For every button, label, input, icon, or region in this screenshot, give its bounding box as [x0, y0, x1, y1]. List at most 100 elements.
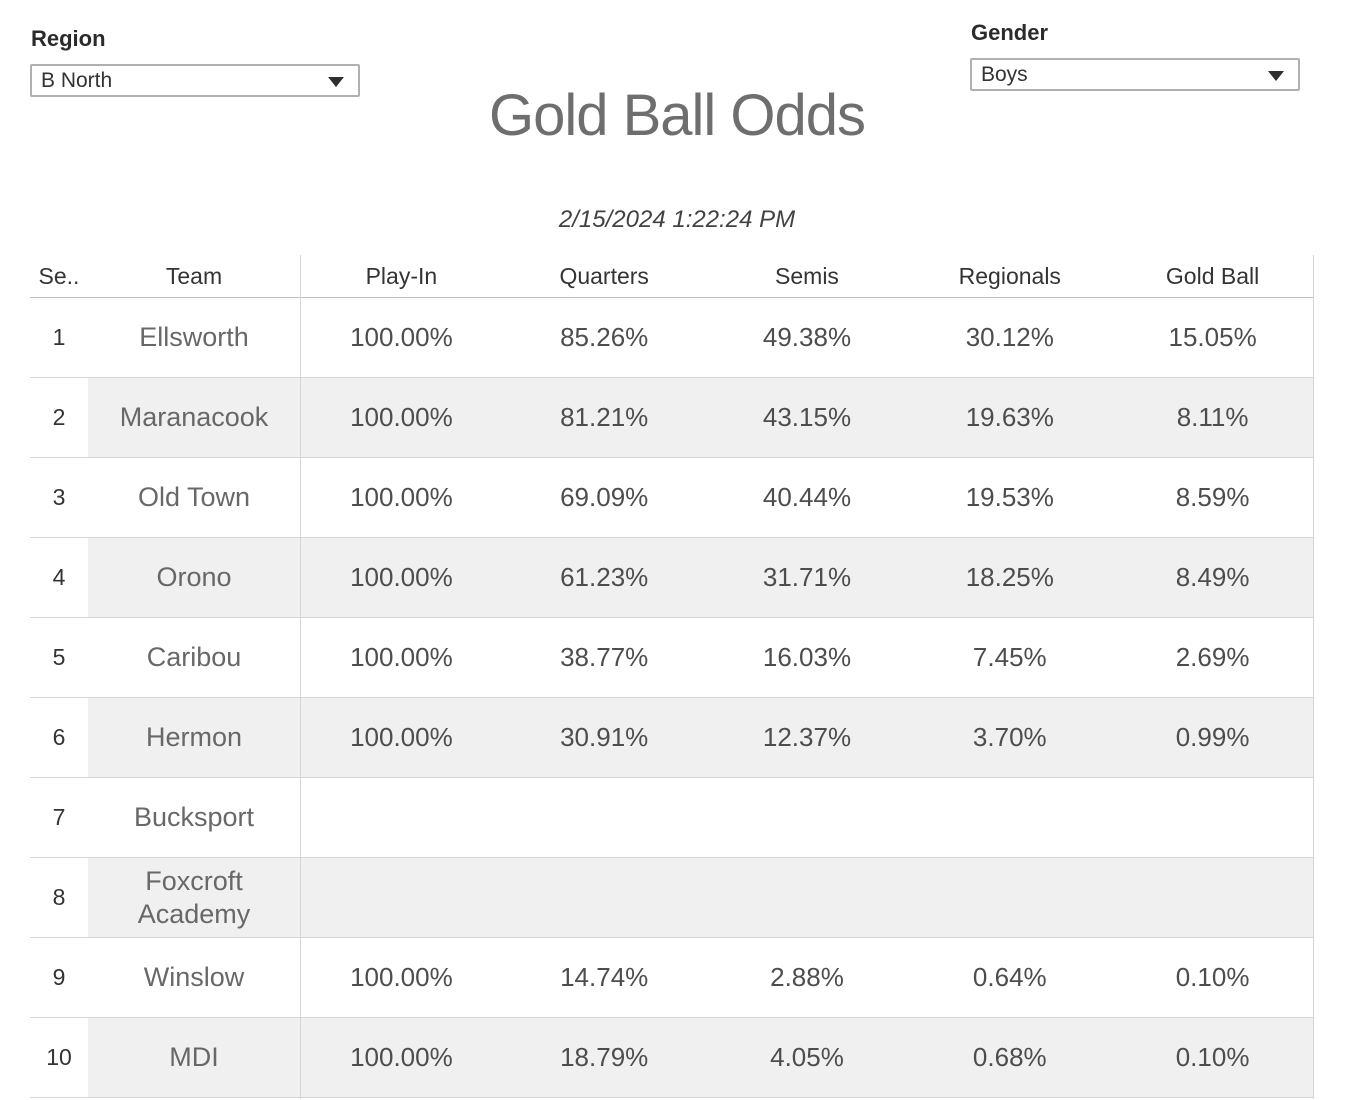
playin-cell: 100.00%: [350, 482, 453, 512]
team-name: Caribou: [146, 642, 242, 673]
team-cell: Hermon: [88, 698, 300, 777]
team-cell: Foxcroft Academy: [88, 858, 300, 937]
quarters-cell: 85.26%: [560, 322, 649, 352]
page-title: Gold Ball Odds: [488, 83, 866, 148]
caret-down-icon: [1268, 70, 1284, 81]
table-row: 7 Bucksport: [30, 778, 1314, 858]
seed-cell: 1: [52, 324, 66, 350]
playin-cell: 100.00%: [350, 722, 453, 752]
seed-cell: 7: [52, 804, 66, 830]
semis-cell: 31.71%: [762, 562, 852, 592]
regionals-cell: 19.53%: [965, 482, 1054, 512]
table-row: 4 Orono 100.00% 61.23% 31.71% 18.25% 8.4…: [30, 538, 1314, 618]
quarters-cell: 38.77%: [560, 642, 649, 672]
team-name: Foxcroft Academy: [137, 866, 251, 929]
team-cell: Caribou: [88, 618, 300, 697]
quarters-cell: [503, 778, 706, 857]
team-name: Orono: [156, 562, 232, 593]
goldball-cell: 0.99%: [1175, 722, 1250, 752]
table-row: 5 Caribou 100.00% 38.77% 16.03% 7.45% 2.…: [30, 618, 1314, 698]
semis-cell: [706, 778, 909, 857]
team-cell: Maranacook: [88, 378, 300, 457]
seed-cell: 9: [52, 964, 66, 990]
regionals-cell: 7.45%: [972, 642, 1047, 672]
team-name: MDI: [169, 1042, 219, 1073]
quarters-cell: 18.79%: [560, 1042, 649, 1072]
regionals-cell: 0.64%: [972, 962, 1047, 992]
column-header-quarters: Quarters: [559, 262, 649, 289]
playin-cell: 100.00%: [350, 1042, 453, 1072]
column-header-goldball: Gold Ball: [1165, 262, 1260, 289]
region-filter-label: Region: [31, 26, 106, 51]
column-header-team: Team: [165, 262, 223, 289]
semis-cell: 4.05%: [770, 1042, 844, 1072]
quarters-cell: 14.74%: [560, 962, 649, 992]
table-row: 9 Winslow 100.00% 14.74% 2.88% 0.64% 0.1…: [30, 938, 1314, 1018]
gender-filter-label: Gender: [971, 20, 1049, 45]
regionals-cell: 30.12%: [965, 322, 1054, 352]
goldball-cell: [1111, 858, 1314, 937]
seed-cell: 4: [52, 564, 66, 590]
seed-cell: 10: [46, 1044, 72, 1070]
playin-cell: 100.00%: [350, 402, 453, 432]
semis-cell: 16.03%: [762, 642, 852, 672]
goldball-cell: 15.05%: [1168, 322, 1257, 352]
team-name: Old Town: [137, 482, 251, 513]
odds-table: Se.. Team Play-In Quarters Semis Regiona…: [30, 255, 1314, 1099]
team-cell: MDI: [88, 1018, 300, 1097]
regionals-cell: [908, 858, 1111, 937]
team-name: Hermon: [145, 722, 243, 753]
playin-cell: 100.00%: [350, 642, 453, 672]
team-cell: Ellsworth: [88, 298, 300, 377]
table-row: 6 Hermon 100.00% 30.91% 12.37% 3.70% 0.9…: [30, 698, 1314, 778]
team-cell: Winslow: [88, 938, 300, 1017]
table-divider: [1313, 255, 1314, 1099]
seed-cell: 5: [52, 644, 66, 670]
table-row: 2 Maranacook 100.00% 81.21% 43.15% 19.63…: [30, 378, 1314, 458]
goldball-cell: 2.69%: [1175, 642, 1250, 672]
column-header-seed: Se..: [38, 262, 80, 289]
semis-cell: 49.38%: [762, 322, 852, 352]
goldball-cell: 0.10%: [1175, 1042, 1250, 1072]
region-filter: Region B North: [30, 26, 360, 97]
column-header-regionals: Regionals: [958, 262, 1061, 289]
semis-cell: 40.44%: [762, 482, 852, 512]
regionals-cell: [908, 778, 1111, 857]
goldball-cell: 8.59%: [1175, 482, 1250, 512]
semis-cell: [706, 858, 909, 937]
column-header-semis: Semis: [775, 262, 839, 289]
seed-cell: 2: [52, 404, 66, 430]
table-row: 1 Ellsworth 100.00% 85.26% 49.38% 30.12%…: [30, 298, 1314, 378]
team-cell: Orono: [88, 538, 300, 617]
goldball-cell: 0.10%: [1175, 962, 1250, 992]
region-select-value: B North: [41, 68, 113, 92]
goldball-cell: 8.11%: [1176, 402, 1249, 432]
table-row: 10 MDI 100.00% 18.79% 4.05% 0.68% 0.10%: [30, 1018, 1314, 1098]
team-name: Bucksport: [133, 802, 255, 833]
seed-cell: 8: [52, 884, 66, 910]
table-header-row: Se.. Team Play-In Quarters Semis Regiona…: [30, 255, 1314, 298]
team-name: Winslow: [143, 962, 245, 993]
regionals-cell: 3.70%: [972, 722, 1047, 752]
playin-cell: [300, 858, 503, 937]
gender-select-value: Boys: [981, 62, 1028, 86]
regionals-cell: 18.25%: [965, 562, 1054, 592]
playin-cell: 100.00%: [350, 962, 453, 992]
playin-cell: [300, 778, 503, 857]
region-select[interactable]: B North: [30, 64, 360, 97]
seed-cell: 3: [52, 484, 66, 510]
semis-cell: 12.37%: [762, 722, 852, 752]
table-divider: [300, 255, 301, 1099]
goldball-cell: [1111, 778, 1314, 857]
column-header-playin: Play-In: [365, 262, 438, 289]
table-row: 3 Old Town 100.00% 69.09% 40.44% 19.53% …: [30, 458, 1314, 538]
team-cell: Old Town: [88, 458, 300, 537]
team-name: Ellsworth: [139, 322, 249, 353]
caret-down-icon: [328, 76, 344, 87]
timestamp: 2/15/2024 1:22:24 PM: [558, 206, 796, 233]
gender-select[interactable]: Boys: [970, 58, 1300, 91]
quarters-cell: [503, 858, 706, 937]
team-cell: Bucksport: [88, 778, 300, 857]
quarters-cell: 69.09%: [560, 482, 649, 512]
